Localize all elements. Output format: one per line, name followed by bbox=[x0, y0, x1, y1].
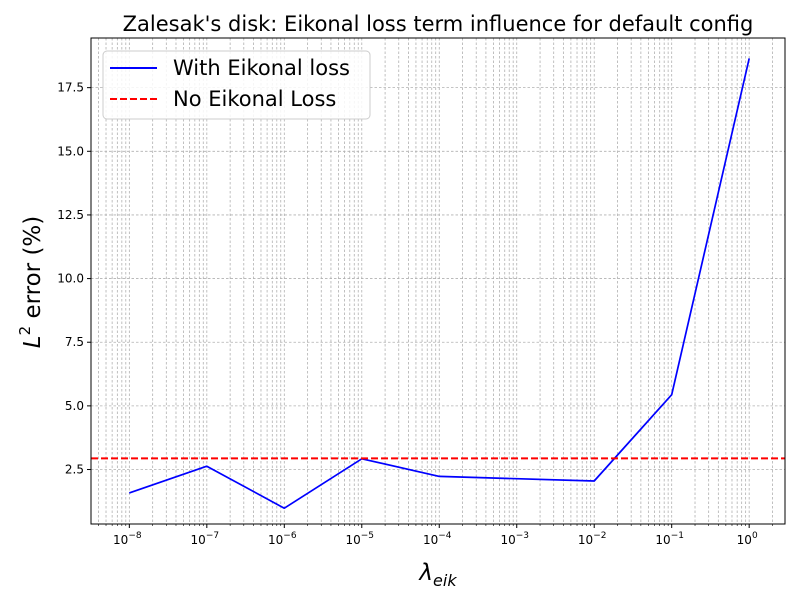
legend-label-no-eikonal: No Eikonal Loss bbox=[173, 87, 336, 111]
x-tick-label: 10−8 bbox=[113, 531, 142, 547]
y-axis-label-base: L bbox=[20, 335, 46, 348]
x-tick-label-base: 10 bbox=[268, 533, 283, 547]
x-tick-label: 10−1 bbox=[655, 531, 684, 547]
x-tick-label-exponent: −4 bbox=[438, 531, 452, 541]
ticks: 10−8 10−7 10−6 10−5 10−4 10−3 10−2 10−1 1002.55.… bbox=[57, 81, 773, 547]
y-tick-label: 15.0 bbox=[57, 144, 84, 158]
x-axis-label-subscript: eik bbox=[433, 571, 457, 590]
x-tick-label-exponent: −6 bbox=[283, 531, 297, 541]
x-tick-label: 10−6 bbox=[268, 531, 297, 547]
x-axis-label: λeik bbox=[417, 560, 457, 590]
y-tick-label: 2.5 bbox=[65, 463, 84, 477]
x-tick-label-exponent: −3 bbox=[516, 531, 529, 541]
x-tick-label-base: 10 bbox=[113, 533, 128, 547]
series-layer bbox=[91, 58, 785, 510]
y-tick-label: 5.0 bbox=[65, 399, 84, 413]
chart-title: Zalesak's disk: Eikonal loss term influe… bbox=[123, 12, 754, 36]
x-axis-label-base: λ bbox=[417, 560, 433, 586]
x-tick-label-exponent: −7 bbox=[206, 531, 219, 541]
y-axis-label-text: error (%) bbox=[20, 216, 46, 326]
y-tick-label: 10.0 bbox=[57, 272, 84, 286]
plot-frame bbox=[90, 37, 786, 525]
x-tick-label-exponent: −8 bbox=[128, 531, 142, 541]
x-tick-label: 10−5 bbox=[345, 531, 374, 547]
x-tick-label: 10−4 bbox=[423, 531, 452, 547]
x-tick-label-base: 10 bbox=[578, 533, 593, 547]
x-tick-label-base: 10 bbox=[500, 533, 515, 547]
x-tick-label: 10−3 bbox=[500, 531, 529, 547]
legend-label-with-eikonal: With Eikonal loss bbox=[173, 56, 350, 80]
y-tick-label: 7.5 bbox=[65, 335, 84, 349]
x-tick-label-base: 10 bbox=[191, 533, 206, 547]
y-tick-label: 12.5 bbox=[57, 208, 84, 222]
x-tick-label: 100 bbox=[737, 531, 758, 547]
legend-box bbox=[102, 50, 371, 120]
y-axis-label-superscript: 2 bbox=[16, 326, 34, 336]
x-tick-label-exponent: −2 bbox=[593, 531, 606, 541]
x-tick-label: 10−2 bbox=[578, 531, 607, 547]
x-tick-label-base: 10 bbox=[345, 533, 360, 547]
x-tick-label-base: 10 bbox=[423, 533, 438, 547]
x-tick-label-exponent: 0 bbox=[752, 531, 758, 541]
x-tick-label-base: 10 bbox=[737, 533, 752, 547]
x-tick-label-base: 10 bbox=[655, 533, 670, 547]
x-tick-label: 10−7 bbox=[191, 531, 220, 547]
x-tick-label-exponent: −1 bbox=[671, 531, 684, 541]
y-axis-label: L2 error (%) bbox=[16, 216, 46, 348]
legend: With Eikonal loss No Eikonal Loss bbox=[102, 50, 371, 120]
x-tick-label-exponent: −5 bbox=[361, 531, 374, 541]
y-tick-label: 17.5 bbox=[57, 81, 84, 95]
series-with-eikonal-loss-line bbox=[129, 58, 751, 510]
